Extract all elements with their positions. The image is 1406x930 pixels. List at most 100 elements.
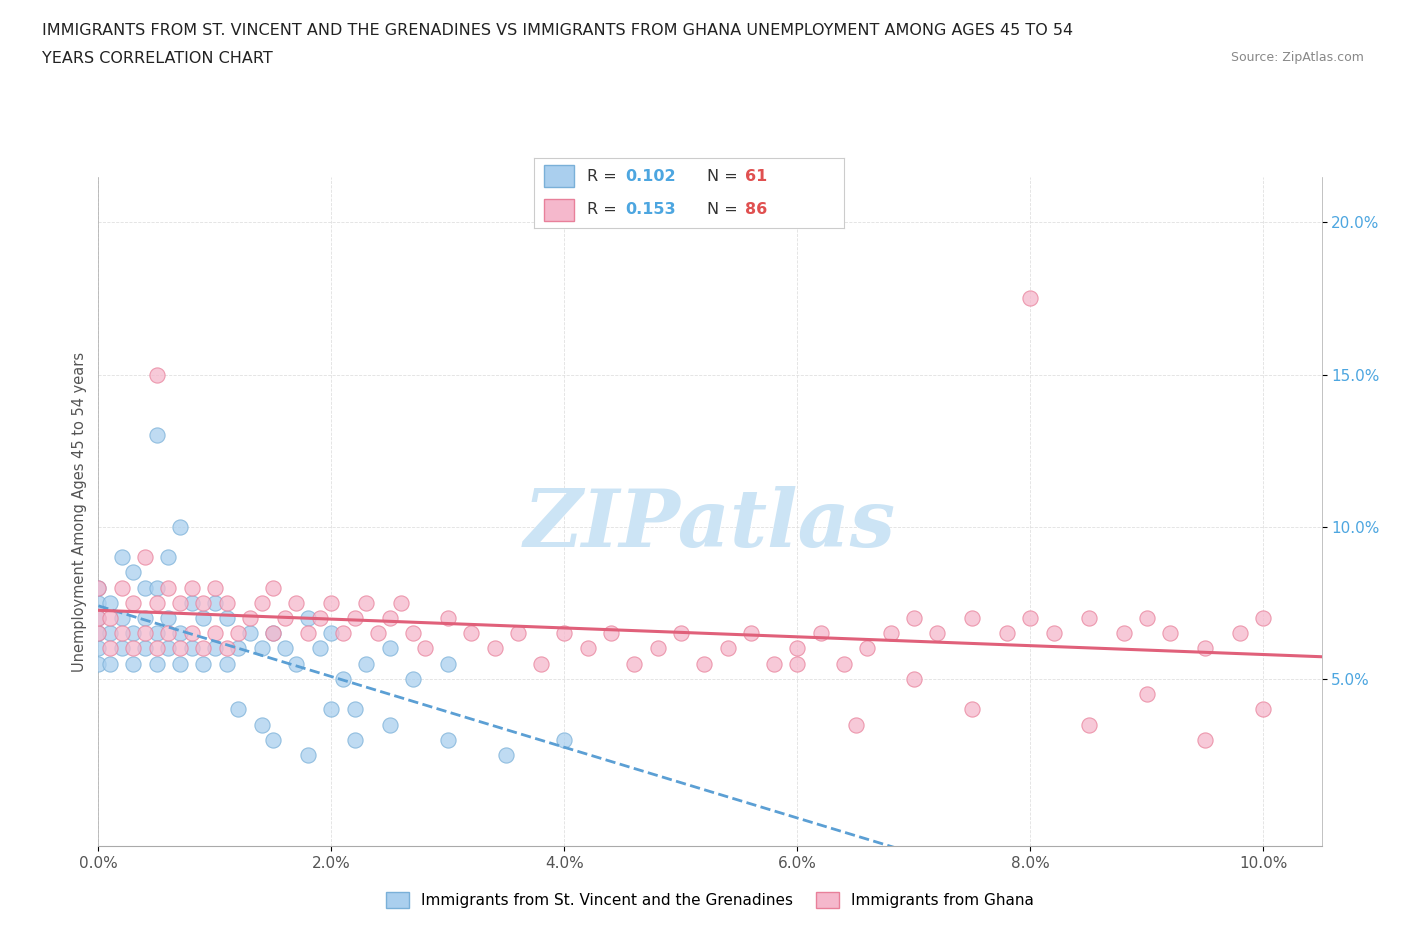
Point [321, 626, 343, 641]
Point [180, 580, 202, 595]
Point [250, 595, 273, 610]
Point [111, 550, 134, 565]
Point [495, 748, 517, 763]
Point [134, 626, 156, 641]
Point [285, 657, 308, 671]
Point [262, 580, 284, 595]
Point [111, 626, 134, 641]
Point [332, 626, 354, 641]
Point [122, 565, 145, 579]
Point [1253, 611, 1275, 626]
Text: N =: N = [707, 202, 744, 218]
Point [1194, 732, 1216, 747]
Point [332, 671, 354, 686]
Point [623, 657, 645, 671]
Point [1042, 626, 1064, 641]
Point [122, 626, 145, 641]
Point [553, 626, 575, 641]
Point [832, 657, 855, 671]
Point [1194, 641, 1216, 656]
Point [274, 611, 297, 626]
Point [740, 626, 762, 641]
Point [927, 626, 949, 641]
Legend: Immigrants from St. Vincent and the Grenadines, Immigrants from Ghana: Immigrants from St. Vincent and the Gren… [378, 884, 1042, 916]
Point [157, 641, 180, 656]
Point [87, 626, 110, 641]
Point [274, 641, 297, 656]
Point [308, 641, 330, 656]
Point [87, 626, 110, 641]
Point [553, 732, 575, 747]
Text: Source: ZipAtlas.com: Source: ZipAtlas.com [1230, 51, 1364, 64]
Point [157, 626, 180, 641]
Point [98, 657, 121, 671]
Point [157, 580, 180, 595]
Point [716, 641, 738, 656]
Point [693, 657, 716, 671]
Point [204, 580, 226, 595]
Point [239, 626, 262, 641]
Point [169, 641, 191, 656]
Text: 61: 61 [745, 168, 766, 184]
Point [262, 626, 284, 641]
Point [903, 671, 925, 686]
Point [169, 519, 191, 534]
Point [402, 671, 425, 686]
Point [763, 657, 786, 671]
Point [413, 641, 436, 656]
Text: 86: 86 [745, 202, 766, 218]
Point [215, 595, 238, 610]
Point [378, 717, 401, 732]
Point [215, 641, 238, 656]
Point [437, 611, 460, 626]
Point [98, 595, 121, 610]
Point [250, 717, 273, 732]
Point [389, 595, 412, 610]
Text: N =: N = [707, 168, 744, 184]
Text: IMMIGRANTS FROM ST. VINCENT AND THE GRENADINES VS IMMIGRANTS FROM GHANA UNEMPLOY: IMMIGRANTS FROM ST. VINCENT AND THE GREN… [42, 23, 1073, 38]
Point [145, 595, 167, 610]
Point [122, 641, 145, 656]
Point [122, 657, 145, 671]
Point [87, 580, 110, 595]
Point [87, 657, 110, 671]
Point [180, 595, 202, 610]
Point [378, 641, 401, 656]
Point [960, 702, 983, 717]
Point [1077, 717, 1099, 732]
Point [1136, 686, 1159, 701]
Point [484, 641, 506, 656]
Point [250, 641, 273, 656]
Point [356, 657, 378, 671]
Point [1077, 611, 1099, 626]
Point [157, 550, 180, 565]
Point [87, 611, 110, 626]
Point [321, 702, 343, 717]
Point [308, 611, 330, 626]
Point [226, 626, 249, 641]
Point [600, 626, 623, 641]
Point [1253, 702, 1275, 717]
Point [367, 626, 389, 641]
Point [193, 641, 215, 656]
Point [180, 626, 202, 641]
Point [134, 641, 156, 656]
Point [226, 702, 249, 717]
Point [87, 580, 110, 595]
Point [111, 611, 134, 626]
Point [378, 611, 401, 626]
Point [1019, 611, 1042, 626]
Point [98, 611, 121, 626]
Point [180, 641, 202, 656]
Point [879, 626, 901, 641]
Point [204, 641, 226, 656]
Point [1136, 611, 1159, 626]
Point [98, 626, 121, 641]
Point [215, 611, 238, 626]
Point [204, 595, 226, 610]
Point [810, 626, 832, 641]
Point [576, 641, 599, 656]
Point [87, 595, 110, 610]
Text: R =: R = [586, 168, 621, 184]
Point [356, 595, 378, 610]
